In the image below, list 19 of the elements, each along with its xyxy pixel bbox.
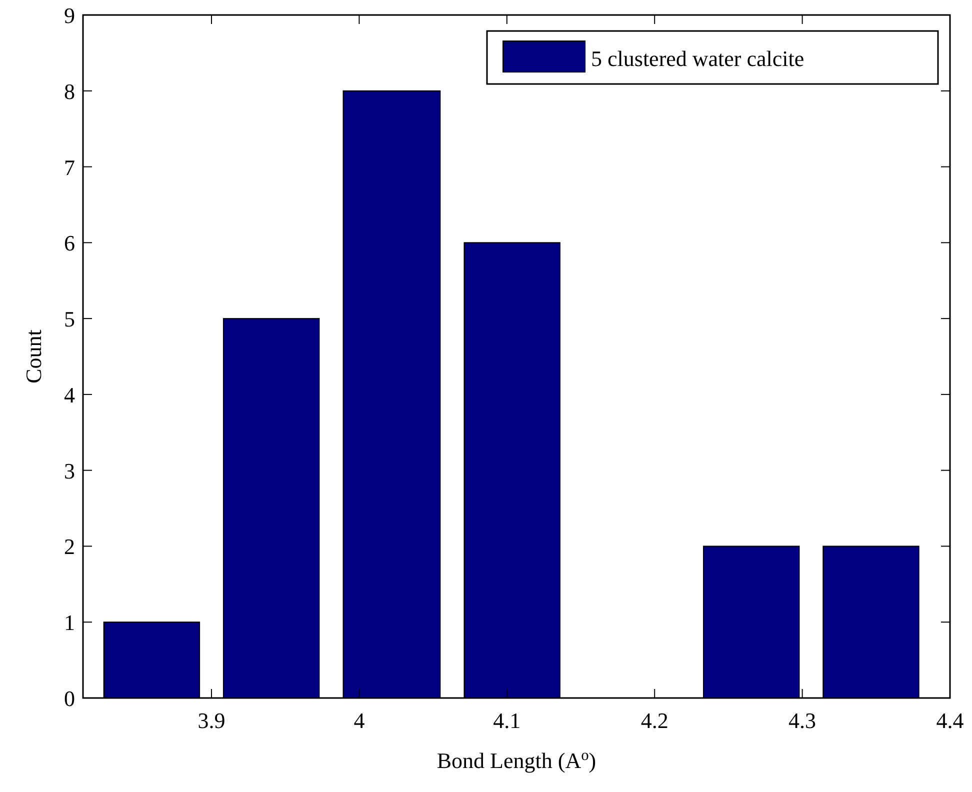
x-tick-label: 4.4 bbox=[936, 708, 964, 733]
y-tick-label: 4 bbox=[64, 382, 75, 408]
legend-label: 5 clustered water calcite bbox=[591, 46, 804, 71]
y-tick-label: 0 bbox=[64, 686, 75, 711]
y-tick-label: 2 bbox=[64, 534, 75, 560]
x-tick-label: 4 bbox=[354, 708, 365, 733]
x-axis-title: Bond Length (A$^{o}$) bbox=[436, 746, 596, 773]
y-tick-label: 3 bbox=[64, 458, 75, 484]
x-tick-label: 4.1 bbox=[493, 708, 521, 733]
y-tick-label: 1 bbox=[64, 610, 75, 636]
x-tick-label: 3.9 bbox=[198, 708, 226, 733]
y-tick-label: 8 bbox=[64, 78, 75, 104]
y-axis-title: Count bbox=[21, 330, 46, 384]
x-tick-label: 4.3 bbox=[788, 708, 816, 733]
x-tick-label: 4.2 bbox=[640, 708, 668, 733]
y-tick-label: 5 bbox=[64, 306, 75, 332]
y-tick-label: 9 bbox=[64, 3, 75, 28]
y-tick-label: 6 bbox=[64, 230, 75, 256]
y-tick-label: 7 bbox=[64, 154, 75, 180]
